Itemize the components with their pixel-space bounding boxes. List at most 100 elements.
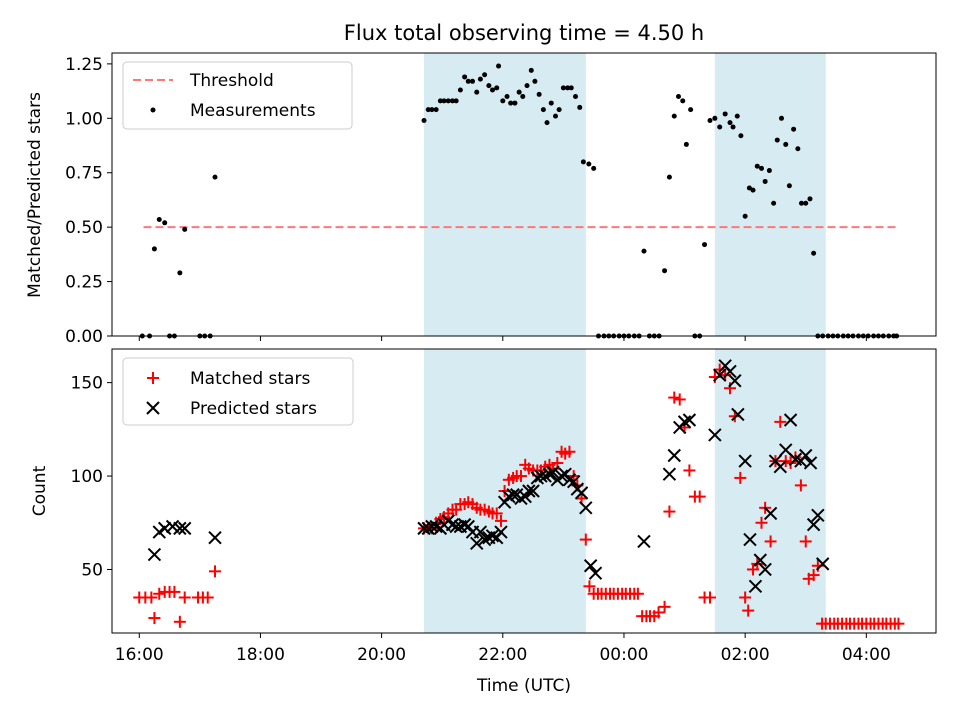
measurement-point [730, 124, 736, 130]
matched-star-point [658, 600, 671, 613]
measurement-point [565, 85, 571, 91]
predicted-star-point [748, 579, 763, 593]
measurement-point [489, 87, 495, 93]
predicted-star-point [208, 531, 222, 545]
matched-star-point [178, 591, 191, 604]
measurement-point [580, 159, 586, 165]
count-shaded-regions [424, 349, 826, 633]
matched-star-point [490, 507, 503, 520]
predicted-star-point [485, 529, 500, 543]
ratio-y-tick-label: 0.25 [65, 273, 103, 293]
measurement-point [177, 270, 183, 276]
ratio-y-tick-label: 0.00 [65, 327, 103, 347]
predicted-star-point [682, 413, 697, 427]
measurement-point [512, 100, 518, 106]
x-tick-label: 16:00 [115, 645, 164, 665]
measurement-point [771, 200, 777, 206]
measurement-point [727, 120, 733, 126]
shaded-interval [714, 53, 826, 336]
matched-legend-swatch [147, 372, 159, 384]
predicted-star-point [429, 519, 443, 534]
measurement-point [425, 107, 431, 113]
measurement-point [666, 174, 672, 180]
measurement-point [508, 100, 514, 106]
predicted-star-point [566, 474, 581, 489]
matched-legend-label: Matched stars [190, 369, 310, 389]
matched-star-point [755, 516, 768, 529]
measurement-point [162, 220, 168, 226]
predicted-star-point [421, 521, 435, 536]
ratio-y-axis: 0.00 0.25 0.50 0.75 1.00 1.25 [65, 55, 112, 347]
predicted-star-point [815, 557, 830, 571]
measurement-point [528, 67, 534, 73]
measurement-point [437, 98, 443, 104]
measurement-point [477, 76, 483, 82]
measurement-point [586, 161, 592, 167]
measurement-point [462, 74, 468, 80]
x-tick-label: 02:00 [721, 645, 770, 665]
matched-star-point [514, 470, 527, 483]
predicted-legend-swatch [146, 401, 160, 415]
measurement-point [671, 113, 677, 119]
ratio-plot-frame [111, 52, 937, 337]
matched-star-point [673, 393, 686, 406]
predicted-star-point [562, 473, 577, 487]
matched-star-point [563, 445, 576, 458]
predicted-star-point [579, 501, 593, 515]
predicted-star-point [588, 566, 603, 580]
predicted-star-point [667, 448, 681, 463]
measurement-point [494, 85, 500, 91]
measurement-point [779, 115, 784, 121]
measurement-point [680, 98, 686, 104]
predicted-star-point [554, 469, 569, 483]
measurement-point [762, 178, 768, 184]
measurement-point [573, 94, 578, 100]
matched-star-point [713, 363, 726, 376]
ratio-panel: 0.00 0.25 0.50 0.75 1.00 1.25 Matched/Predict… [25, 52, 937, 347]
measurement-point [803, 200, 809, 206]
predicted-star-point [723, 364, 737, 379]
matched-star-point [663, 505, 676, 518]
predicted-star-point [728, 374, 742, 388]
matched-star-point [734, 471, 747, 484]
count-y-axis: 50 100 150 [71, 374, 112, 580]
ratio-y-tick-label: 1.00 [65, 109, 103, 129]
matched-star-point [764, 535, 777, 548]
measurement-point [482, 72, 488, 78]
predicted-star-point [574, 486, 589, 500]
measurement-point [486, 83, 492, 89]
matched-star-point [494, 514, 507, 527]
measurement-point [474, 89, 480, 95]
measurement-point [750, 187, 756, 193]
x-tick-label: 04:00 [842, 645, 891, 665]
matched-star-point [153, 587, 166, 600]
predicted-star-point [417, 521, 431, 536]
measurement-point [591, 165, 597, 171]
predicted-star-point [758, 562, 772, 577]
measurement-point [722, 111, 728, 117]
measurement-point [429, 107, 435, 113]
predicted-star-point [445, 517, 460, 532]
matched-star-point [739, 591, 752, 604]
predicted-star-point [506, 488, 520, 502]
measurement-point [182, 226, 188, 232]
predicted-star-point [806, 517, 821, 532]
measurement-point [568, 85, 574, 91]
measurement-point [791, 126, 797, 132]
predicted-star-point [743, 532, 757, 547]
measurement-point [465, 78, 471, 84]
measurement-point [742, 213, 748, 219]
measurement-point [496, 63, 502, 69]
predicted-legend-label: Predicted stars [190, 399, 317, 419]
count-y-tick-label: 100 [71, 467, 103, 487]
count-x-axis: 16:00 18:00 20:00 22:00 00:00 02:00 04:00 [115, 633, 891, 665]
count-y-tick-label: 150 [71, 374, 103, 394]
shaded-interval [714, 349, 826, 633]
predicted-star-point [177, 521, 192, 536]
measurements-legend-swatch [150, 107, 156, 113]
measurement-point [798, 200, 804, 206]
measurement-point [524, 83, 530, 89]
x-tick-label: 18:00 [236, 645, 285, 665]
measurement-point [536, 91, 542, 97]
